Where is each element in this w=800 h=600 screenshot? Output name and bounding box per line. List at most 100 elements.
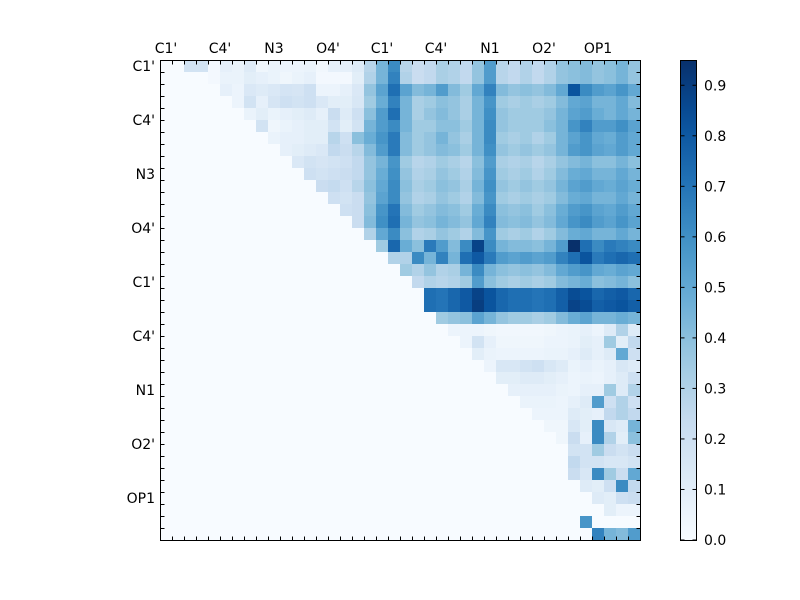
heatmap-cell: [208, 96, 221, 109]
heatmap-cell: [592, 60, 605, 73]
heatmap-cell: [160, 96, 173, 109]
heatmap-cell: [292, 84, 305, 97]
heatmap-cell: [268, 312, 281, 325]
heatmap-cell: [472, 276, 485, 289]
heatmap-cell: [532, 396, 545, 409]
heatmap-cell: [292, 372, 305, 385]
heatmap-cell: [448, 492, 461, 505]
heatmap-cell: [412, 372, 425, 385]
heatmap-cell: [352, 504, 365, 517]
heatmap-cell: [544, 204, 557, 217]
heatmap-cell: [484, 204, 497, 217]
heatmap-cell: [556, 180, 569, 193]
heatmap-cell: [496, 216, 509, 229]
heatmap-cell: [268, 444, 281, 457]
heatmap-cell: [172, 72, 185, 85]
heatmap-cell: [280, 276, 293, 289]
heatmap-cell: [316, 432, 329, 445]
heatmap-cell: [412, 492, 425, 505]
heatmap-cell: [232, 324, 245, 337]
heatmap-cell: [184, 528, 197, 541]
heatmap-cell: [376, 516, 389, 529]
heatmap-cell: [232, 492, 245, 505]
heatmap-cell: [208, 60, 221, 73]
heatmap-cell: [628, 180, 641, 193]
heatmap-cell: [376, 108, 389, 121]
heatmap-cell: [376, 276, 389, 289]
heatmap-cell: [628, 492, 641, 505]
heatmap-cell: [196, 216, 209, 229]
heatmap-cell: [268, 528, 281, 541]
heatmap-cell: [424, 228, 437, 241]
heatmap-cell: [580, 384, 593, 397]
heatmap-cell: [220, 360, 233, 373]
heatmap-cell: [280, 264, 293, 277]
heatmap-cell: [436, 516, 449, 529]
heatmap-cell: [592, 336, 605, 349]
heatmap-cell: [544, 180, 557, 193]
heatmap-cell: [592, 456, 605, 469]
heatmap-cell: [544, 276, 557, 289]
heatmap-cell: [256, 228, 269, 241]
heatmap-cell: [556, 360, 569, 373]
heatmap-cell: [280, 228, 293, 241]
heatmap-cell: [184, 360, 197, 373]
heatmap-cell: [628, 456, 641, 469]
heatmap-cell: [328, 408, 341, 421]
heatmap-cell: [232, 444, 245, 457]
heatmap-cell: [604, 312, 617, 325]
heatmap-cell: [508, 108, 521, 121]
heatmap-cell: [232, 384, 245, 397]
heatmap-cell: [196, 372, 209, 385]
heatmap-cell: [604, 420, 617, 433]
heatmap-cell: [580, 456, 593, 469]
heatmap-cell: [508, 372, 521, 385]
heatmap-cell: [160, 216, 173, 229]
heatmap-cell: [580, 324, 593, 337]
heatmap-cell: [328, 264, 341, 277]
heatmap-cell: [616, 180, 629, 193]
heatmap-cell: [568, 96, 581, 109]
heatmap-cell: [568, 204, 581, 217]
heatmap-cell: [268, 468, 281, 481]
heatmap-cell: [184, 396, 197, 409]
heatmap-cell: [484, 108, 497, 121]
heatmap-cell: [340, 324, 353, 337]
heatmap-cell: [580, 72, 593, 85]
heatmap-cell: [232, 468, 245, 481]
heatmap-cell: [424, 516, 437, 529]
heatmap-cell: [580, 84, 593, 97]
heatmap-cell: [364, 156, 377, 169]
heatmap-cell: [520, 444, 533, 457]
heatmap-cell: [436, 240, 449, 253]
heatmap-cell: [388, 96, 401, 109]
heatmap-cell: [328, 468, 341, 481]
heatmap-cell: [496, 180, 509, 193]
heatmap-cell: [328, 72, 341, 85]
heatmap-cell: [520, 348, 533, 361]
heatmap-cell: [304, 228, 317, 241]
heatmap-cell: [160, 468, 173, 481]
heatmap-cell: [604, 96, 617, 109]
heatmap-cell: [592, 96, 605, 109]
heatmap-cell: [364, 384, 377, 397]
heatmap-cell: [544, 312, 557, 325]
heatmap-cell: [280, 300, 293, 313]
heatmap-cell: [256, 384, 269, 397]
heatmap-cell: [424, 528, 437, 541]
heatmap-cell: [220, 60, 233, 73]
heatmap-cell: [484, 480, 497, 493]
heatmap-cell: [244, 192, 257, 205]
heatmap-cell: [448, 252, 461, 265]
heatmap-cell: [172, 396, 185, 409]
heatmap-cell: [520, 384, 533, 397]
heatmap-cell: [376, 84, 389, 97]
heatmap-cell: [580, 396, 593, 409]
heatmap-cell: [532, 528, 545, 541]
heatmap-cell: [520, 504, 533, 517]
heatmap-cell: [160, 360, 173, 373]
heatmap-cell: [280, 132, 293, 145]
heatmap-cell: [520, 300, 533, 313]
heatmap-cell: [484, 156, 497, 169]
heatmap-cell: [256, 372, 269, 385]
